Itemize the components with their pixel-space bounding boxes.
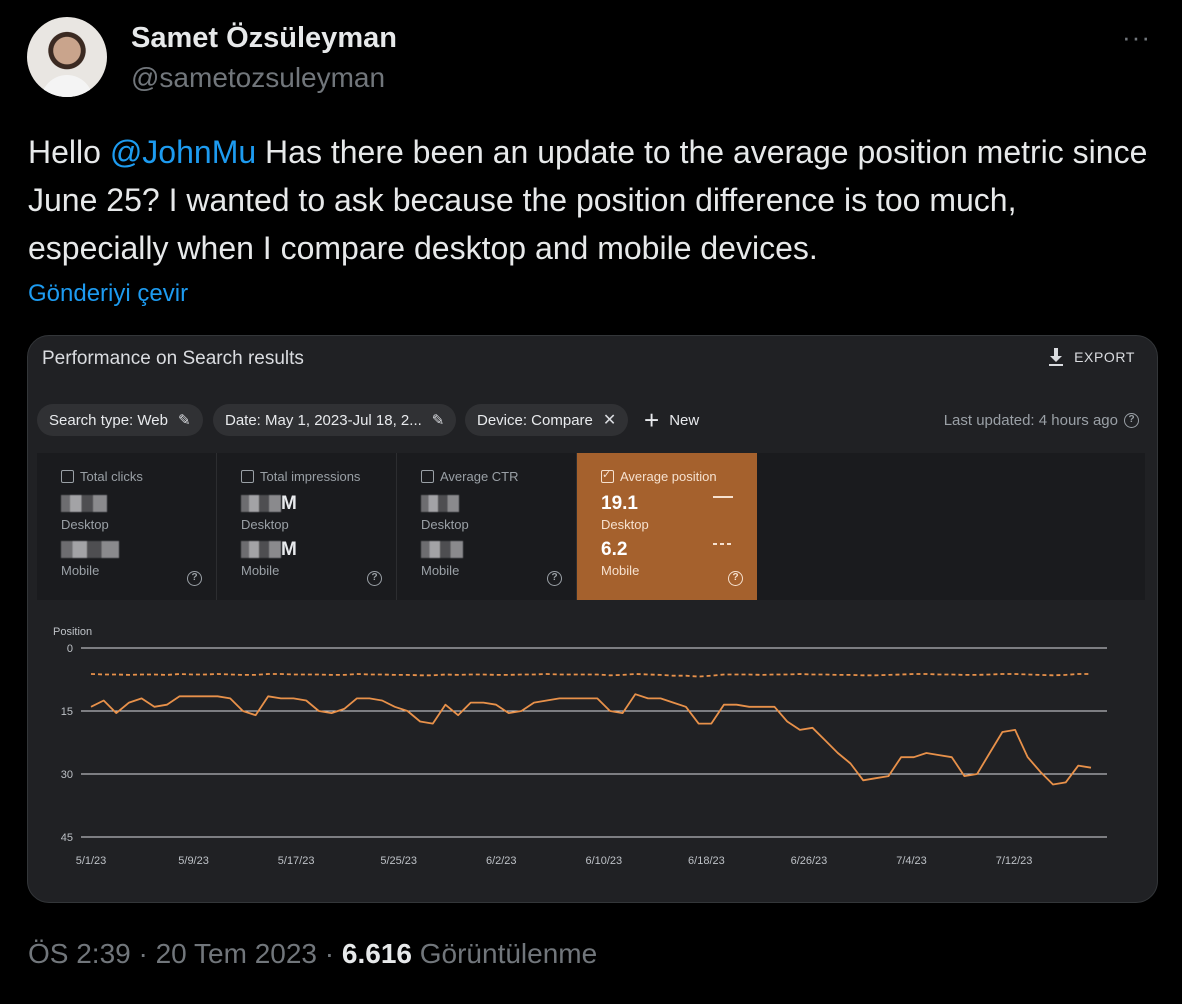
metric-mobile-label: Mobile bbox=[61, 563, 100, 578]
plus-icon: + bbox=[644, 405, 660, 435]
redacted-value bbox=[421, 495, 459, 513]
metric-mobile-label: Mobile bbox=[241, 563, 280, 578]
metric-desktop-label: Desktop bbox=[421, 517, 469, 532]
tweet-text-greeting: Hello bbox=[28, 134, 110, 170]
view-count: 6.616 bbox=[341, 938, 412, 969]
metric-desktop-value: M bbox=[241, 493, 396, 515]
x-tick-label: 5/17/23 bbox=[278, 855, 315, 867]
help-icon[interactable]: ? bbox=[187, 571, 202, 586]
edit-pencil-icon: ✎ bbox=[177, 412, 191, 429]
metric-desktop-value: 19.1 bbox=[601, 493, 638, 514]
tweet-text: Hello @JohnMu Has there been an update t… bbox=[28, 128, 1158, 272]
metric-desktop-suffix: M bbox=[281, 493, 297, 514]
help-icon[interactable]: ? bbox=[1124, 413, 1139, 428]
metric-mobile-value: M bbox=[241, 539, 396, 561]
position-line-chart[interactable]: Position 0 15 30 45 5/1/23 5/9/23 5/17/23 5/25/2… bbox=[37, 612, 1145, 884]
help-icon[interactable]: ? bbox=[547, 571, 562, 586]
author-avatar[interactable] bbox=[27, 17, 107, 97]
x-tick-label: 5/1/23 bbox=[76, 855, 107, 867]
search-type-filter-label: Search type: Web bbox=[49, 411, 168, 429]
view-count-label: Görüntülenme bbox=[411, 938, 598, 969]
metric-label: Average position bbox=[620, 468, 717, 484]
x-tick-label: 6/18/23 bbox=[688, 855, 725, 867]
x-tick-label: 7/4/23 bbox=[896, 855, 927, 867]
metric-desktop-label: Desktop bbox=[61, 517, 109, 532]
metric-desktop-value bbox=[61, 493, 216, 515]
metric-card-total-clicks[interactable]: Total clicks Desktop Mobile ? bbox=[37, 453, 217, 600]
metric-mobile-value bbox=[421, 539, 576, 561]
redacted-value bbox=[241, 541, 281, 559]
solid-line-legend-icon bbox=[713, 496, 733, 498]
metric-label: Average CTR bbox=[440, 468, 519, 484]
metric-mobile-label: Mobile bbox=[601, 563, 640, 578]
dashed-line-legend-icon bbox=[713, 543, 733, 545]
metric-card-average-position[interactable]: Average position 19.1 Desktop 6.2 Mobile… bbox=[577, 453, 757, 600]
translate-post-link[interactable]: Gönderiyi çevir bbox=[28, 280, 189, 307]
metric-label: Total clicks bbox=[80, 468, 143, 484]
last-updated-text: Last updated: 4 hours ago bbox=[943, 412, 1118, 429]
checkbox-icon[interactable] bbox=[241, 469, 254, 483]
redacted-value bbox=[61, 541, 119, 559]
tweet-media-image[interactable]: Performance on Search results EXPORT Sea… bbox=[27, 335, 1158, 903]
close-icon[interactable]: ✕ bbox=[602, 412, 617, 429]
export-button[interactable]: EXPORT bbox=[1048, 348, 1135, 366]
y-tick-label: 15 bbox=[61, 706, 73, 718]
x-tick-label: 6/2/23 bbox=[486, 855, 517, 867]
redacted-value bbox=[61, 495, 107, 513]
date-filter-label: Date: May 1, 2023-Jul 18, 2... bbox=[225, 411, 422, 429]
y-axis-label: Position bbox=[53, 626, 92, 638]
more-options-icon[interactable]: ··· bbox=[1122, 22, 1151, 52]
metric-mobile-value bbox=[61, 539, 216, 561]
tweet-timestamp[interactable]: ÖS 2:39 · 20 Tem 2023 · bbox=[28, 938, 342, 969]
y-tick-label: 0 bbox=[67, 643, 73, 655]
metric-mobile-label: Mobile bbox=[421, 563, 460, 578]
date-filter-chip[interactable]: Date: May 1, 2023-Jul 18, 2... ✎ bbox=[213, 404, 457, 436]
redacted-value bbox=[241, 495, 281, 513]
metric-label: Total impressions bbox=[260, 468, 361, 484]
checkbox-checked-icon[interactable] bbox=[601, 468, 614, 483]
mobile-series-line bbox=[90, 673, 1091, 678]
metrics-panel: Total clicks Desktop Mobile ? Total impr… bbox=[37, 453, 1145, 600]
search-type-filter-chip[interactable]: Search type: Web ✎ bbox=[37, 404, 203, 436]
desktop-series-line bbox=[90, 693, 1092, 786]
metric-mobile-suffix: M bbox=[281, 539, 297, 560]
x-tick-label: 6/26/23 bbox=[791, 855, 828, 867]
edit-pencil-icon: ✎ bbox=[431, 412, 445, 429]
x-tick-label: 7/12/23 bbox=[996, 855, 1033, 867]
download-icon bbox=[1048, 348, 1064, 366]
device-filter-label: Device: Compare bbox=[477, 411, 593, 429]
export-label: EXPORT bbox=[1074, 349, 1135, 365]
new-filter-label: New bbox=[669, 411, 700, 429]
checkbox-icon[interactable] bbox=[421, 469, 434, 483]
card-title: Performance on Search results bbox=[42, 348, 304, 369]
x-tick-label: 6/10/23 bbox=[585, 855, 622, 867]
author-handle[interactable]: @sametozsuleyman bbox=[131, 62, 386, 93]
chart-svg: Position 0 15 30 455/1/23 5/9/23 5/17/23 5/25/2… bbox=[53, 626, 1107, 867]
tweet-meta: ÖS 2:39 · 20 Tem 2023 · 6.616 Görüntülen… bbox=[28, 938, 597, 970]
last-updated-status: Last updated: 4 hours ago ? bbox=[944, 412, 1139, 429]
tweet-text-body: Has there been an update to the average … bbox=[28, 134, 1148, 266]
author-display-name[interactable]: Samet Özsüleyman bbox=[131, 22, 397, 54]
mention-link[interactable]: @JohnMu bbox=[109, 134, 257, 170]
device-filter-chip[interactable]: Device: Compare ✕ bbox=[465, 404, 629, 436]
avatar-shirt bbox=[41, 75, 93, 97]
metric-desktop-value bbox=[421, 493, 576, 515]
redacted-value bbox=[421, 541, 463, 559]
new-filter-button[interactable]: + New bbox=[644, 404, 699, 436]
checkbox-icon[interactable] bbox=[61, 469, 74, 483]
metric-mobile-value: 6.2 bbox=[601, 539, 628, 560]
metric-desktop-label: Desktop bbox=[601, 517, 649, 532]
metric-card-average-ctr[interactable]: Average CTR Desktop Mobile ? bbox=[397, 453, 577, 600]
metric-card-total-impressions[interactable]: Total impressions M Desktop M Mobile ? bbox=[217, 453, 397, 600]
y-tick-label: 30 bbox=[61, 769, 73, 781]
y-tick-label: 45 bbox=[61, 832, 73, 844]
metric-desktop-label: Desktop bbox=[241, 517, 289, 532]
help-icon[interactable]: ? bbox=[728, 571, 743, 586]
x-tick-label: 5/9/23 bbox=[178, 855, 209, 867]
x-tick-label: 5/25/23 bbox=[380, 855, 417, 867]
help-icon[interactable]: ? bbox=[367, 571, 382, 586]
